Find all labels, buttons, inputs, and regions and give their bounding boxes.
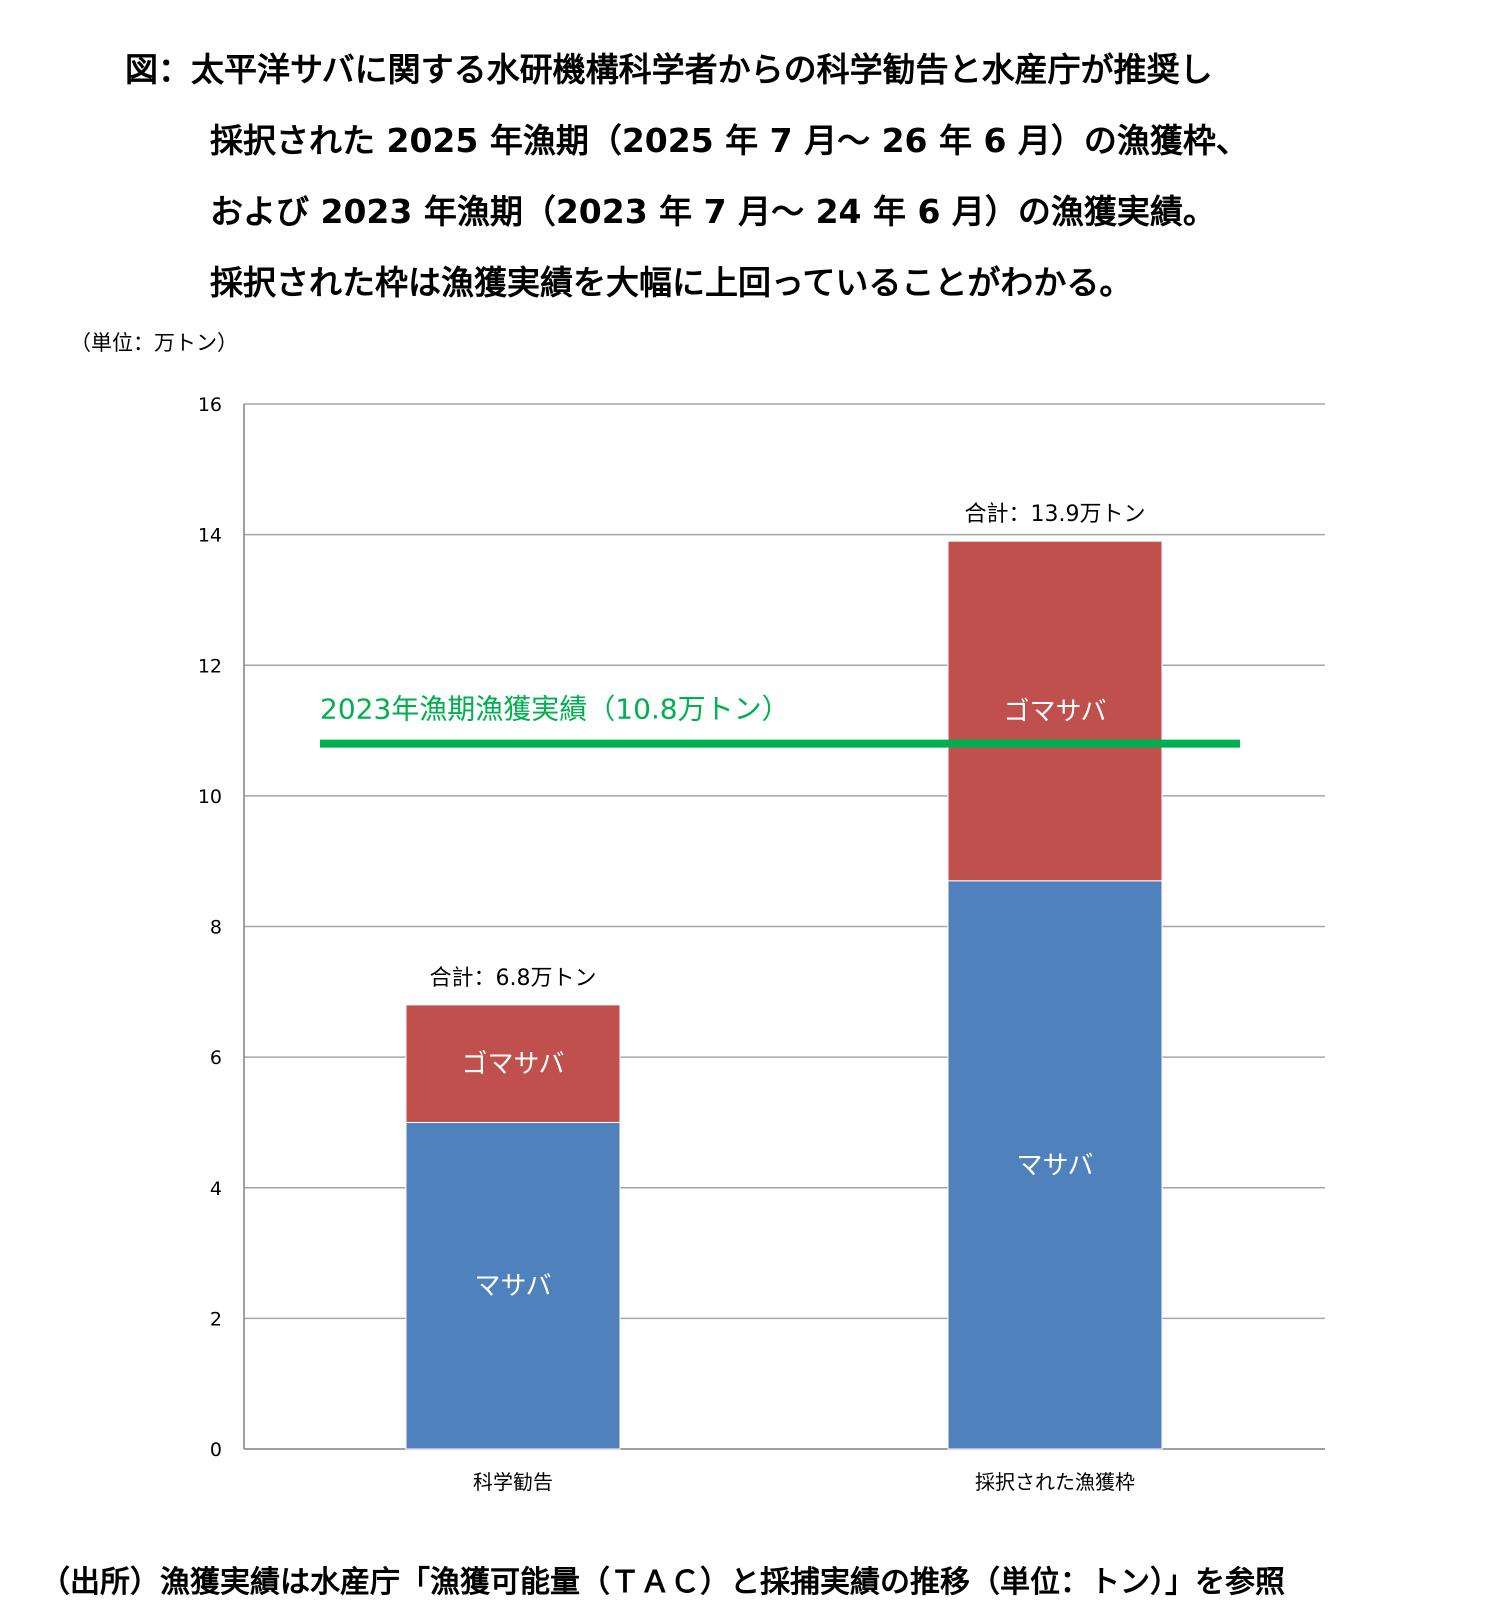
bar-segment-gomasaba-1 xyxy=(947,540,1163,882)
y-tick-label: 10 xyxy=(198,786,222,808)
bar-segment-masaba-0 xyxy=(405,1121,621,1450)
segment-label: ゴマサバ xyxy=(1004,697,1107,727)
total-label: 合計：6.8万トン xyxy=(430,966,597,991)
bar-segment-masaba-1 xyxy=(947,880,1163,1450)
stacked-bar-chart: （単位：万トン）0246810121416マサバゴマサバ合計：6.8万トン科学勧… xyxy=(70,331,1325,1494)
y-tick-label: 6 xyxy=(210,1047,222,1069)
bar-segment-gomasaba-0 xyxy=(405,1004,621,1123)
figure-title: 図：太平洋サバに関する水研機構科学者からの科学勧告と水産庁が推奨し 採択された … xyxy=(125,52,1485,336)
y-tick-label: 2 xyxy=(210,1308,222,1330)
reference-line-label: 2023年漁期漁獲実績（10.8万トン） xyxy=(320,693,790,726)
title-line-2: 採択された 2025 年漁期（2025 年 7 月～ 26 年 6 月）の漁獲枠… xyxy=(210,121,1249,160)
y-tick-label: 14 xyxy=(198,525,222,547)
category-label: 採択された漁獲枠 xyxy=(975,1470,1135,1494)
category-label: 科学勧告 xyxy=(473,1470,553,1494)
y-tick-label: 4 xyxy=(210,1178,222,1200)
total-label: 合計：13.9万トン xyxy=(965,502,1146,527)
y-tick-label: 12 xyxy=(198,655,222,677)
source-note: （出所）漁獲実績は水産庁「漁獲可能量（ＴＡＣ）と採捕実績の推移（単位：トン）」を… xyxy=(40,1565,1285,1600)
title-line-3: および 2023 年漁期（2023 年 7 月～ 24 年 6 月）の漁獲実績。 xyxy=(210,192,1216,231)
y-tick-label: 8 xyxy=(210,917,222,939)
y-tick-label: 16 xyxy=(198,394,222,416)
y-tick-label: 0 xyxy=(210,1439,222,1461)
unit-label: （単位：万トン） xyxy=(70,331,238,355)
segment-label: ゴマサバ xyxy=(462,1050,565,1080)
chart-labels: （単位：万トン）0246810121416マサバゴマサバ合計：6.8万トン科学勧… xyxy=(70,331,1146,1494)
bars xyxy=(405,540,1163,1450)
segment-label: マサバ xyxy=(475,1272,552,1302)
title-line-4: 採択された枠は漁獲実績を大幅に上回っていることがわかる。 xyxy=(210,263,1133,302)
title-line-1: 図：太平洋サバに関する水研機構科学者からの科学勧告と水産庁が推奨し xyxy=(125,50,1213,89)
segment-label: マサバ xyxy=(1017,1151,1094,1181)
